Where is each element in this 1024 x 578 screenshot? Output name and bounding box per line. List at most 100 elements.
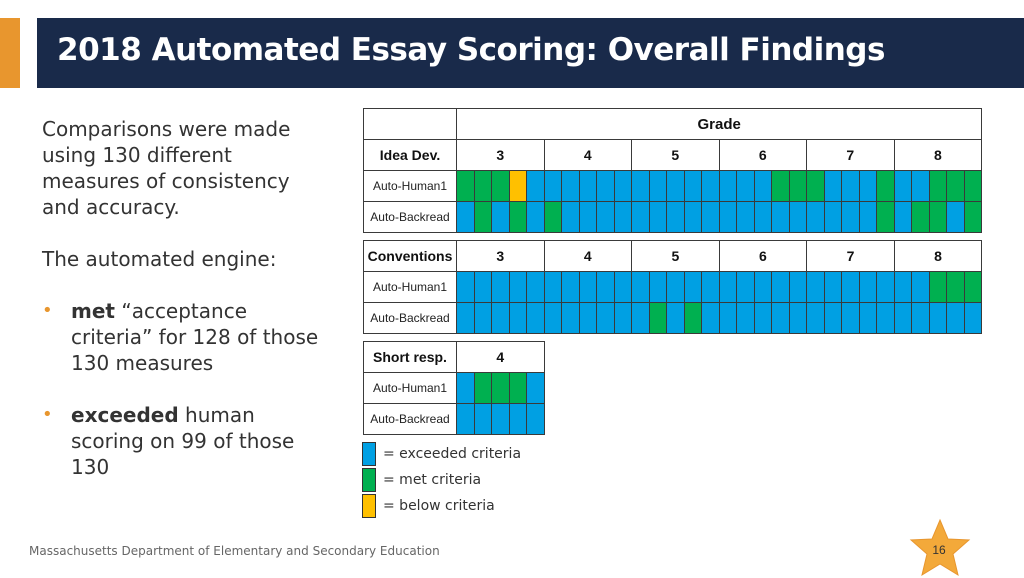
slide-title: 2018 Automated Essay Scoring: Overall Fi…: [57, 32, 885, 68]
result-cell-exceeded: [946, 302, 965, 334]
result-cell-exceeded: [666, 201, 685, 233]
result-cell-exceeded: [771, 302, 790, 334]
result-cell-exceeded: [526, 403, 545, 435]
result-cell-exceeded: [631, 170, 650, 202]
result-cell-exceeded: [701, 170, 720, 202]
grade-number: 3: [456, 240, 545, 272]
result-cell-exceeded: [631, 302, 650, 334]
result-cell-met: [963, 271, 983, 303]
result-cell-exceeded: [543, 271, 563, 303]
result-cell-exceeded: [683, 271, 703, 303]
result-cell-exceeded: [561, 170, 580, 202]
result-cell-exceeded: [806, 302, 825, 334]
result-cell-exceeded: [911, 170, 930, 202]
result-cell-exceeded: [631, 271, 650, 303]
result-cell-exceeded: [561, 271, 580, 303]
comparison-row: Auto-Human1: [363, 271, 983, 303]
result-cell-exceeded: [893, 271, 913, 303]
grade-number: 4: [543, 139, 632, 171]
result-cell-exceeded: [893, 302, 913, 334]
grade-number: 5: [631, 240, 720, 272]
grade-number: 8: [893, 240, 983, 272]
result-cell-exceeded: [718, 170, 737, 202]
title-bar: 2018 Automated Essay Scoring: Overall Fi…: [37, 18, 1024, 88]
table-section-label: Idea Dev.: [363, 139, 457, 171]
result-cell-exceeded: [613, 302, 633, 334]
result-cell-exceeded: [526, 201, 545, 233]
grade-number-row: Conventions 3 4 5 6 7 8: [363, 240, 983, 272]
result-cell-exceeded: [526, 170, 545, 202]
grade-number: 4: [543, 240, 633, 272]
result-cell-exceeded: [578, 302, 598, 334]
legend-label-exceeded: = exceeded criteria: [383, 446, 522, 462]
result-cell-exceeded: [858, 302, 878, 334]
comparison-row: Auto-Backread: [363, 403, 545, 435]
legend-swatch-exceeded: [362, 442, 376, 466]
grade-number: 3: [456, 139, 545, 171]
bullet-marker: •: [42, 300, 53, 321]
bullet-met: • met “acceptance criteria” for 128 of t…: [42, 298, 332, 376]
result-cell-exceeded: [683, 170, 702, 202]
comparison-label: Auto-Backread: [363, 201, 457, 233]
result-cell-met: [876, 170, 895, 202]
result-cell-exceeded: [456, 372, 475, 404]
result-cell-exceeded: [666, 302, 685, 334]
result-cell-exceeded: [613, 271, 633, 303]
result-cell-exceeded: [648, 170, 667, 202]
result-cell-exceeded: [508, 271, 527, 303]
comparison-row: Auto-Backread: [363, 201, 983, 233]
short-resp-table: Short resp. 4 Auto-Human1 Auto-Backread: [363, 341, 545, 435]
grade-number: 4: [456, 341, 545, 373]
result-cell-met: [963, 201, 983, 233]
result-cell-exceeded: [823, 302, 843, 334]
result-cell-met: [491, 372, 510, 404]
result-cell-exceeded: [911, 271, 930, 303]
result-cell-exceeded: [946, 201, 965, 233]
page-number: 16: [932, 543, 946, 557]
comparison-label: Auto-Backread: [363, 302, 457, 334]
result-cell-exceeded: [526, 372, 545, 404]
result-cell-exceeded: [753, 302, 773, 334]
result-cell-met: [473, 201, 492, 233]
grade-number: 7: [806, 139, 895, 171]
accent-bar: [0, 18, 20, 88]
result-cell-exceeded: [543, 170, 562, 202]
result-cell-exceeded: [876, 271, 895, 303]
bullet-marker: •: [42, 404, 53, 425]
comparison-row: Auto-Human1: [363, 372, 545, 404]
result-cell-met: [876, 201, 895, 233]
grade-number-row: Short resp. 4: [363, 341, 545, 373]
left-text-panel: Comparisons were made using 130 differen…: [42, 116, 332, 506]
result-cell-exceeded: [596, 170, 615, 202]
result-cell-met: [946, 170, 965, 202]
idea-dev-table: Grade Idea Dev. 3 4 5 6 7 8 Auto-Human1 Auto-Back…: [363, 108, 983, 233]
result-cell-exceeded: [701, 271, 720, 303]
result-cell-exceeded: [683, 201, 702, 233]
result-cell-exceeded: [823, 170, 842, 202]
result-cell-met: [911, 201, 930, 233]
result-cell-met: [963, 170, 983, 202]
result-cell-met: [683, 302, 703, 334]
result-cell-exceeded: [473, 403, 492, 435]
grade-number: 5: [631, 139, 720, 171]
bullet-bold-exceeded: exceeded: [71, 403, 179, 427]
result-cell-exceeded: [578, 170, 597, 202]
result-cell-exceeded: [473, 271, 492, 303]
result-cell-exceeded: [841, 302, 860, 334]
result-cell-met: [928, 170, 947, 202]
result-cell-met: [508, 372, 527, 404]
legend-label-met: = met criteria: [383, 472, 482, 488]
result-cell-exceeded: [893, 201, 912, 233]
result-cell-exceeded: [718, 271, 738, 303]
result-cell-exceeded: [788, 201, 807, 233]
comparison-label: Auto-Human1: [363, 170, 457, 202]
result-cell-met: [648, 302, 668, 334]
bullet-exceeded: • exceeded human scoring on 99 of those …: [42, 402, 332, 480]
table-section-label: Conventions: [363, 240, 457, 272]
result-cell-exceeded: [491, 201, 510, 233]
comparison-label: Auto-Human1: [363, 372, 457, 404]
grade-number: 7: [806, 240, 895, 272]
header-corner-cell: [363, 108, 457, 140]
legend-label-below: = below criteria: [383, 498, 495, 514]
result-cell-met: [788, 170, 807, 202]
